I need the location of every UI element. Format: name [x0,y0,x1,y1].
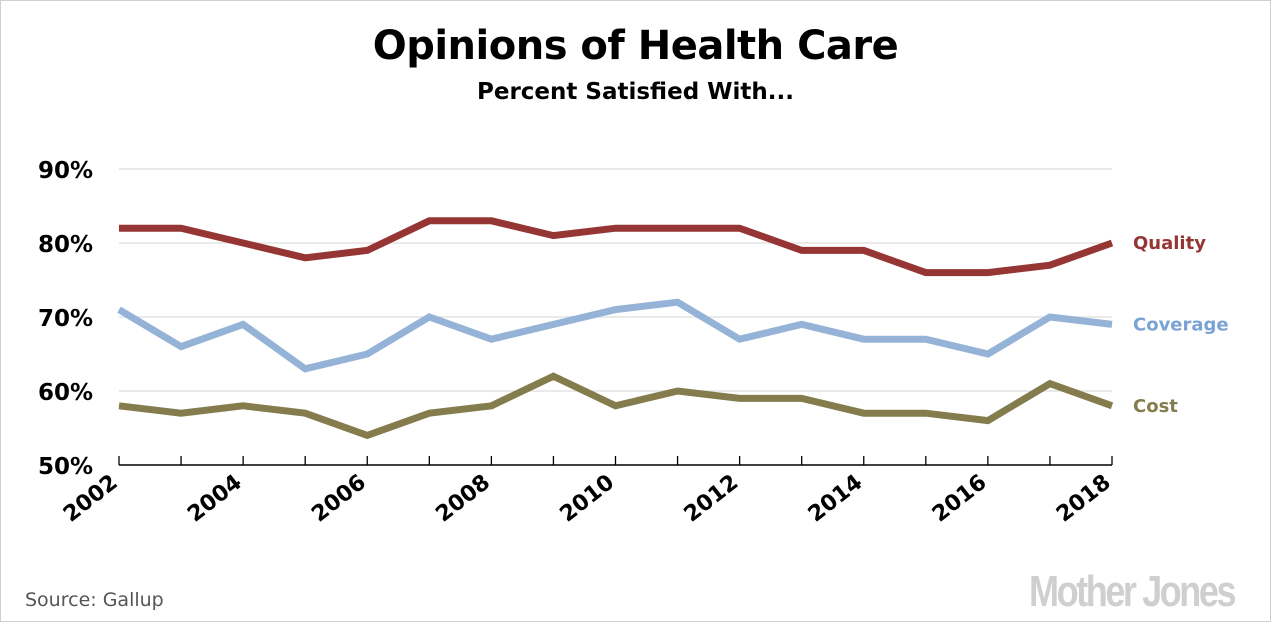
x-axis: 2002 2004 2006 2008 2010 2012 2014 2016 2018 [59,456,1116,527]
x-tick-label: 2018 [1052,470,1116,527]
legend: Quality Coverage Cost [1133,233,1229,417]
x-tick-label: 2008 [431,470,495,527]
source-note: Source: Gallup [25,589,164,611]
series-line-quality [119,217,1114,277]
series-line-cost [118,372,1114,440]
x-tick-label: 2004 [183,470,247,527]
y-tick-label: 60% [38,380,93,406]
chart-title: Opinions of Health Care [372,23,899,69]
mother-jones-logo: Mother Jones [1028,567,1236,616]
series-lines [117,217,1114,440]
x-tick-label: 2012 [680,470,744,527]
y-axis-ticks: 50% 60% 70% 80% 90% [38,158,93,480]
gridlines [119,168,1112,392]
legend-label-coverage: Coverage [1133,314,1229,335]
series-line-coverage [117,298,1113,373]
y-tick-label: 80% [38,232,93,258]
x-tick-label: 2006 [307,470,371,527]
chart-subtitle: Percent Satisfied With... [476,79,794,105]
x-tick-label: 2014 [804,470,868,527]
x-tick-label: 2016 [928,470,992,527]
legend-label-cost: Cost [1133,396,1178,417]
legend-label-quality: Quality [1133,233,1206,254]
x-tick-label: 2010 [556,470,620,527]
y-tick-label: 70% [38,306,93,332]
y-tick-label: 90% [38,158,93,184]
y-tick-label: 50% [38,454,93,480]
